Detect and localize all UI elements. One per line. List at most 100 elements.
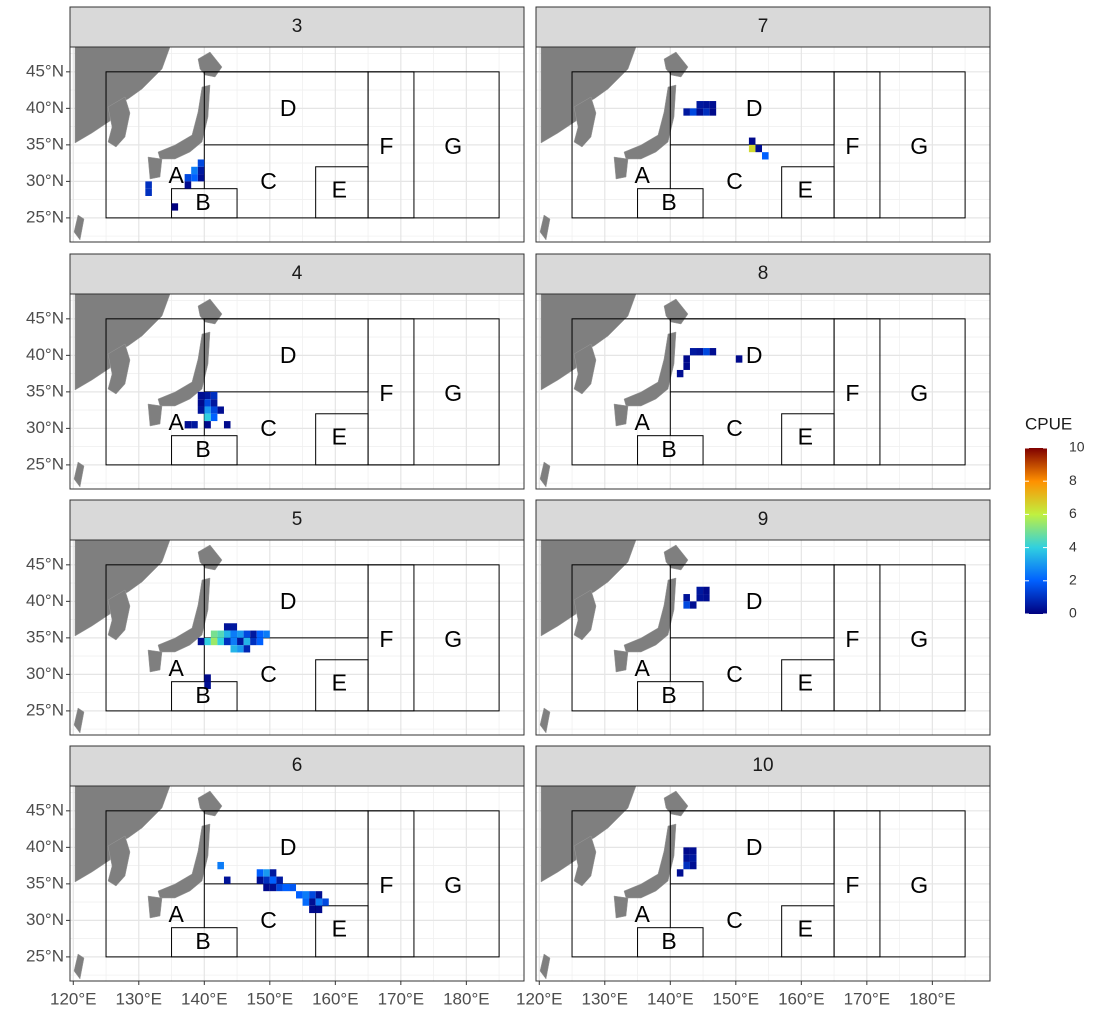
cpue-cell (315, 905, 323, 914)
cpue-cell (276, 883, 283, 892)
cpue-cell (197, 399, 205, 407)
cpue-cell (204, 413, 211, 422)
region-label: B (661, 189, 676, 215)
region-label: D (280, 588, 297, 614)
colorbar-tick-label: 10 (1069, 439, 1085, 455)
y-tick-label: 30°N (26, 910, 64, 929)
panel: AB C D E F G (535, 539, 991, 736)
region-label: C (726, 415, 743, 441)
cpue-cell (315, 898, 323, 906)
region-label: E (332, 177, 347, 203)
region-label: G (444, 380, 462, 406)
x-tick-label: 130°E (582, 989, 629, 1008)
region-boundary (833, 564, 881, 712)
region-label: B (195, 682, 210, 708)
cpue-cell (191, 174, 198, 182)
cpue-cell (748, 137, 756, 145)
cpue-cell (230, 637, 238, 646)
cpue-cell (683, 601, 690, 609)
panel: AB C D E F G (69, 293, 525, 490)
cpue-cell (204, 391, 211, 400)
y-tick-label: 25°N (26, 207, 64, 226)
x-tick-label: 120°E (50, 989, 97, 1008)
region-label: D (280, 95, 297, 121)
colorbar (1025, 448, 1047, 614)
region-label: B (195, 928, 210, 954)
region-label: F (845, 380, 859, 406)
x-tick-label: 150°E (713, 989, 760, 1008)
cpue-cell (302, 898, 310, 906)
colorbar-tick-label: 2 (1069, 572, 1077, 588)
cpue-cell (683, 594, 690, 602)
panel: AB C D E F G (69, 539, 525, 736)
region-label: D (746, 834, 763, 860)
region-boundary (833, 810, 881, 958)
cpue-cell (204, 406, 211, 414)
cpue-cell (263, 630, 270, 638)
region-boundary (781, 166, 835, 219)
x-tick-label: 150°E (247, 989, 294, 1008)
cpue-cell (184, 174, 192, 182)
y-tick-label: 35°N (26, 134, 64, 153)
cpue-cell (250, 630, 257, 638)
colorbar-tick-label: 6 (1069, 505, 1077, 521)
cpue-cell (703, 108, 710, 116)
cpue-cell (703, 101, 710, 109)
strip (535, 253, 991, 295)
cpue-cell (676, 369, 684, 378)
region-boundary (367, 810, 415, 958)
cpue-cell (210, 391, 218, 400)
region-label: D (746, 95, 763, 121)
cpue-cell (204, 681, 211, 689)
cpue-cell (689, 348, 697, 356)
panel: AB C D E F G (535, 785, 991, 982)
cpue-cell (256, 630, 264, 638)
x-tick-label: 140°E (647, 989, 694, 1008)
region-label: A (168, 162, 184, 188)
region-label: D (746, 342, 763, 368)
cpue-cell (243, 630, 251, 638)
cpue-cell (237, 630, 244, 638)
region-label: G (910, 133, 928, 159)
region-label: A (168, 655, 184, 681)
region-boundary (367, 564, 415, 712)
y-tick-label: 45°N (26, 308, 64, 327)
region-label: F (379, 872, 393, 898)
region-label: C (726, 168, 743, 194)
cpue-cell (243, 645, 251, 653)
cpue-cell (709, 101, 717, 109)
cpue-cell (703, 586, 710, 595)
cpue-cell (210, 630, 218, 638)
cpue-cell (217, 406, 224, 414)
cpue-cell (197, 159, 205, 167)
region-boundary (781, 413, 835, 466)
cpue-cell (762, 152, 769, 160)
panel-border (535, 785, 991, 982)
region-boundary (781, 659, 835, 712)
region-label: F (845, 626, 859, 652)
panel: AB C D E F G (535, 293, 991, 490)
cpue-cell (217, 637, 224, 646)
x-tick-label: 180°E (909, 989, 956, 1008)
region-label: A (634, 655, 650, 681)
region-label: D (280, 342, 297, 368)
cpue-cell (184, 421, 192, 429)
cpue-cell (223, 637, 231, 646)
cpue-cell (243, 637, 251, 646)
y-tick-label: 40°N (26, 837, 64, 856)
region-label: A (168, 901, 184, 927)
strip (69, 6, 525, 48)
region-boundary (315, 166, 369, 219)
cpue-cell (689, 108, 697, 116)
region-boundary (833, 318, 881, 466)
cpue-cell (289, 883, 297, 892)
panel-border (535, 539, 991, 736)
region-label: C (726, 661, 743, 687)
cpue-cell (689, 601, 697, 609)
cpue-cell (204, 421, 211, 429)
cpue-cell (230, 630, 238, 638)
cpue-cell (210, 413, 218, 422)
y-tick-label: 40°N (26, 98, 64, 117)
strip-title: 8 (758, 263, 769, 284)
cpue-cell (250, 637, 257, 646)
